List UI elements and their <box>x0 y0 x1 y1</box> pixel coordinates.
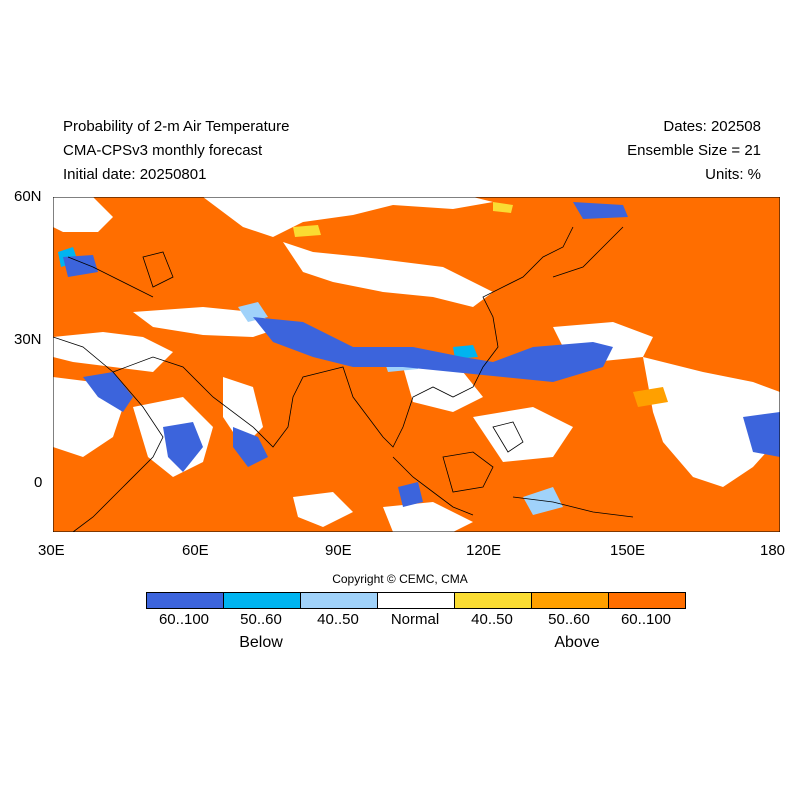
legend-label-above-50-60: 50..60 <box>548 611 590 628</box>
dates-label: Dates: 202508 <box>663 118 761 135</box>
above-40-50-regions <box>293 202 513 237</box>
legend-colorbar <box>146 592 686 609</box>
legend-label-above-60-100: 60..100 <box>620 611 672 628</box>
units-label: Units: % <box>705 166 761 183</box>
legend-swatch-above-50-60 <box>532 593 609 608</box>
above-50-60-regions <box>633 387 668 407</box>
coastlines <box>53 226 634 532</box>
legend-swatch-below-50-60 <box>224 593 301 608</box>
legend-swatch-normal <box>378 593 455 608</box>
lat-tick-30n: 30N <box>14 331 42 348</box>
probability-map <box>53 197 780 532</box>
map-canvas <box>53 197 780 532</box>
below-60-100-regions <box>63 202 780 507</box>
legend-label-normal: Normal <box>390 611 440 628</box>
legend-label-below-60-100: 60..100 <box>158 611 210 628</box>
title-line-3: Initial date: 20250801 <box>63 166 207 183</box>
lat-tick-60n: 60N <box>14 188 42 205</box>
legend-swatch-above-40-50 <box>455 593 532 608</box>
legend-swatch-below-60-100 <box>147 593 224 608</box>
lon-tick-180: 180 <box>760 542 786 559</box>
copyright-text: Copyright © CEMC, CMA <box>332 572 468 586</box>
lat-tick-0: 0 <box>34 474 43 491</box>
legend-label-above-40-50: 40..50 <box>471 611 513 628</box>
title-line-2: CMA-CPSv3 monthly forecast <box>63 142 263 159</box>
title-line-1: Probability of 2-m Air Temperature <box>63 118 290 135</box>
legend-label-below-50-60: 50..60 <box>240 611 282 628</box>
legend-group-below: Below <box>239 634 283 651</box>
lon-tick-90e: 90E <box>325 542 352 559</box>
legend-swatch-below-40-50 <box>301 593 378 608</box>
lon-tick-30e: 30E <box>38 542 65 559</box>
lon-tick-120e: 120E <box>466 542 502 559</box>
legend-swatch-above-60-100 <box>609 593 685 608</box>
legend-group-above: Above <box>554 634 600 651</box>
lon-tick-60e: 60E <box>182 542 209 559</box>
lon-tick-150e: 150E <box>610 542 646 559</box>
legend-label-below-40-50: 40..50 <box>317 611 359 628</box>
ensemble-size-label: Ensemble Size = 21 <box>627 142 761 159</box>
